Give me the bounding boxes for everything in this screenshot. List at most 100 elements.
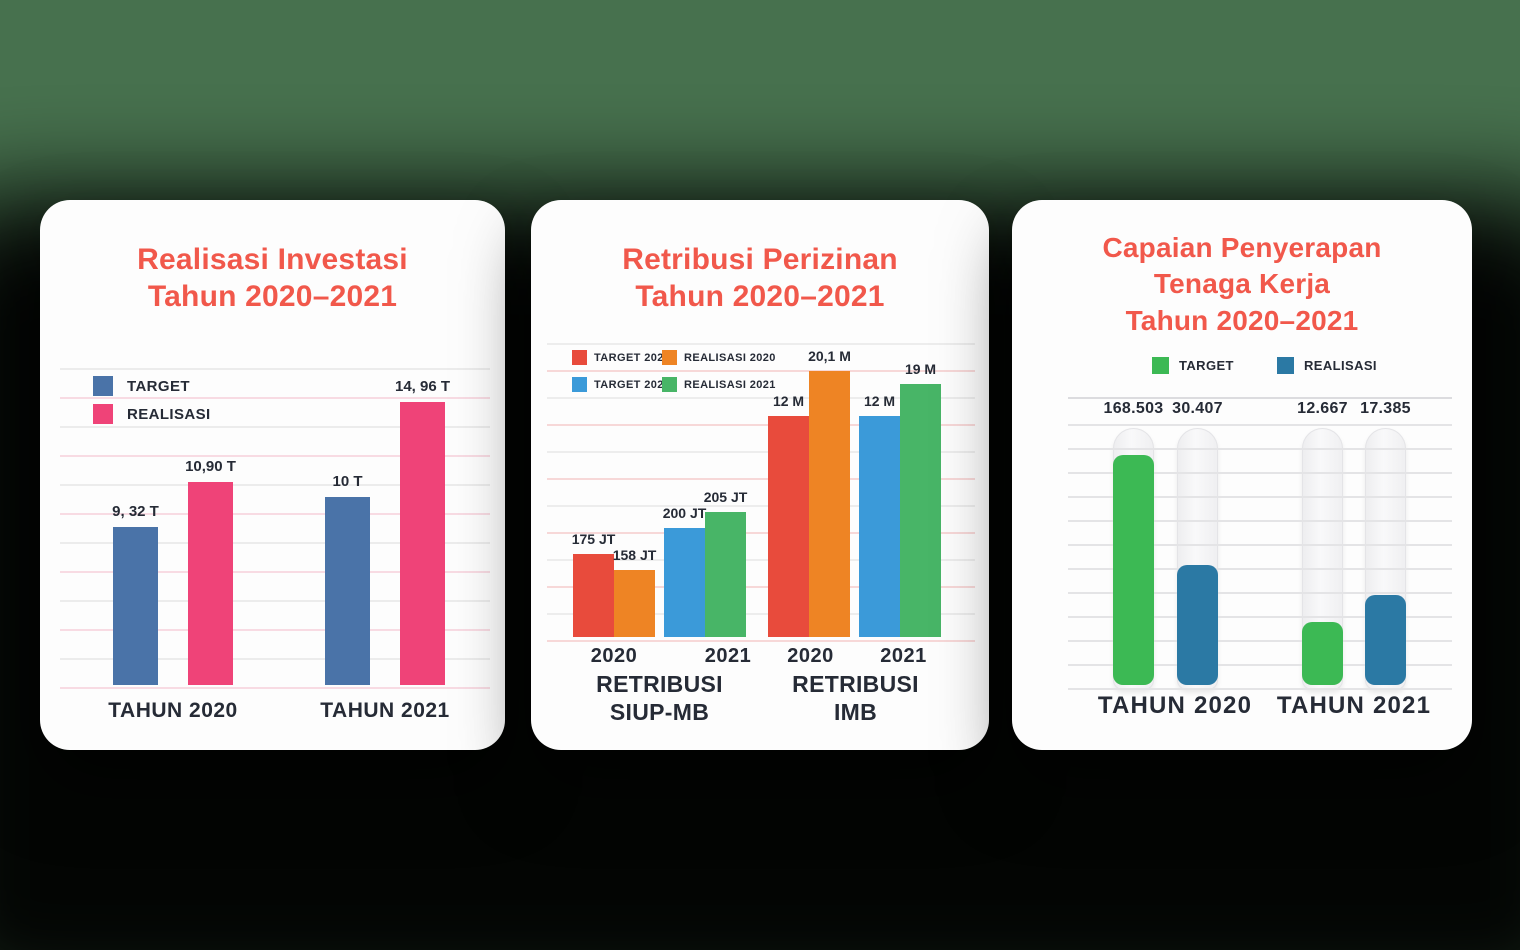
bar-realisasi-2021: 205 JT	[704, 489, 747, 637]
gridline	[60, 571, 490, 573]
legend-swatch	[662, 350, 677, 365]
legend-swatch	[1152, 357, 1169, 374]
value-label: 168.503	[1103, 400, 1164, 417]
gridline	[60, 426, 490, 428]
category-label: TAHUN 2020	[1097, 692, 1253, 719]
category-label: TAHUN 2021	[1276, 692, 1432, 719]
bar-fill-realisasi	[1177, 565, 1218, 685]
year-label: 2020	[590, 645, 638, 667]
gridline	[547, 397, 975, 399]
bar-fill-target	[1302, 622, 1343, 685]
bar-realisasi-2020: 20,1 M	[808, 348, 851, 637]
gridline	[547, 505, 975, 507]
legend-item-target-2020: TARGET 2020	[572, 350, 670, 365]
bar-realisasi: 10,90 T	[185, 458, 236, 685]
legend-label: TARGET 2020	[594, 351, 671, 364]
bar-value-label: 200 JT	[662, 505, 707, 521]
gridline	[60, 484, 490, 486]
gridline	[60, 368, 490, 370]
bar-target: 10 T	[325, 473, 370, 685]
bar-group-tahun-2021: 10 T 14, 96 T	[325, 378, 450, 685]
legend-item-target-2021: TARGET 2021	[572, 377, 670, 392]
gridline	[1068, 424, 1452, 426]
legend-label: REALISASI	[127, 405, 211, 423]
legend-item-realisasi: REALISASI	[93, 404, 211, 424]
legend-swatch	[1277, 357, 1294, 374]
bar-fill-realisasi	[1365, 595, 1406, 685]
bar-realisasi: 14, 96 T	[395, 378, 450, 685]
gridline	[1068, 448, 1452, 450]
gridline	[1068, 568, 1452, 570]
bar-value-label: 12 M	[863, 393, 896, 409]
gridline	[60, 687, 490, 689]
gridline	[1068, 640, 1452, 642]
gridline	[1068, 664, 1452, 666]
bar-group-2020: 12 M 20,1 M	[768, 348, 851, 637]
chart-title: Capaian Penyerapan Tenaga Kerja Tahun 20…	[1102, 232, 1382, 336]
gridline	[547, 451, 975, 453]
category-label: TAHUN 2021	[320, 699, 450, 722]
legend-item-realisasi-2020: REALISASI 2020	[662, 350, 776, 365]
bar-fill-target	[1113, 455, 1154, 685]
legend-label: REALISASI	[1304, 358, 1377, 373]
bar-value-label: 158 JT	[612, 547, 657, 563]
header-line	[1068, 397, 1452, 399]
gridline	[547, 586, 975, 588]
bar-group-2021: 200 JT 205 JT	[663, 489, 747, 637]
legend-label: TARGET	[1179, 358, 1234, 373]
bar-value-label: 10 T	[332, 473, 363, 490]
legend-item-target: TARGET	[93, 376, 190, 396]
gridline	[1068, 544, 1452, 546]
bars-area: 9, 32 T 10,90 T 10 T 14, 96 T	[112, 378, 450, 685]
gridline	[1068, 592, 1452, 594]
gridline	[547, 640, 975, 642]
legend-label: TARGET 2021	[594, 378, 671, 391]
gridline	[60, 658, 490, 660]
bar-target: 9, 32 T	[112, 503, 159, 685]
bar-realisasi-2020: 158 JT	[613, 547, 656, 637]
legend-swatch	[662, 377, 677, 392]
bar-target-2020: 175 JT	[572, 531, 615, 637]
legend-label: REALISASI 2020	[684, 351, 776, 364]
gridline	[1068, 688, 1452, 690]
bar-group-tahun-2020: 9, 32 T 10,90 T	[112, 458, 236, 685]
legend-swatch	[572, 377, 587, 392]
group-label: RETRIBUSI SIUP-MB	[596, 671, 723, 725]
bar-value-label: 9, 32 T	[112, 503, 159, 520]
group-label: RETRIBUSI IMB	[792, 671, 919, 725]
chart-title: Realisasi Investasi Tahun 2020–2021	[137, 243, 408, 313]
supergroup-retribusi-imb: 12 M 20,1 M 12 M 19 M	[768, 348, 941, 637]
gridline	[547, 559, 975, 561]
chart-title: Retribusi Perizinan Tahun 2020–2021	[622, 243, 898, 313]
legend-swatch	[93, 404, 113, 424]
gridline	[547, 343, 975, 345]
value-label: 30.407	[1172, 400, 1223, 417]
bar-value-label: 20,1 M	[808, 348, 851, 364]
category-label: TAHUN 2020	[108, 699, 238, 722]
value-label: 12.667	[1297, 400, 1348, 417]
bar-target-2021: 12 M	[859, 393, 900, 637]
gridline	[1068, 496, 1452, 498]
gridline	[60, 397, 490, 399]
gridline	[547, 613, 975, 615]
gridline	[60, 629, 490, 631]
bar-target-2020: 12 M	[768, 393, 809, 637]
bar-value-label: 175 JT	[571, 531, 616, 547]
year-label: 2020	[787, 645, 834, 667]
gridline	[547, 424, 975, 426]
bar-target-2021: 200 JT	[663, 505, 706, 637]
legend-item-target: TARGET	[1152, 357, 1234, 374]
bars-area: 175 JT 158 JT 200 JT 205 JT 12 M 20,1 M 12 M 19…	[572, 348, 941, 637]
bar-value-label: 10,90 T	[185, 458, 236, 475]
chart-card-realisasi-investasi: Realisasi Investasi Tahun 2020–2021 TARG…	[40, 200, 505, 750]
gridline	[1068, 520, 1452, 522]
gridline	[60, 542, 490, 544]
value-label: 17.385	[1360, 400, 1411, 417]
gridline	[60, 513, 490, 515]
bar-value-label: 14, 96 T	[394, 378, 451, 395]
bar-group-2021: 12 M 19 M	[859, 361, 941, 637]
bar-value-label: 19 M	[904, 361, 937, 377]
gridline	[547, 532, 975, 534]
bar-realisasi-2021: 19 M	[900, 361, 941, 637]
gridline	[547, 370, 975, 372]
